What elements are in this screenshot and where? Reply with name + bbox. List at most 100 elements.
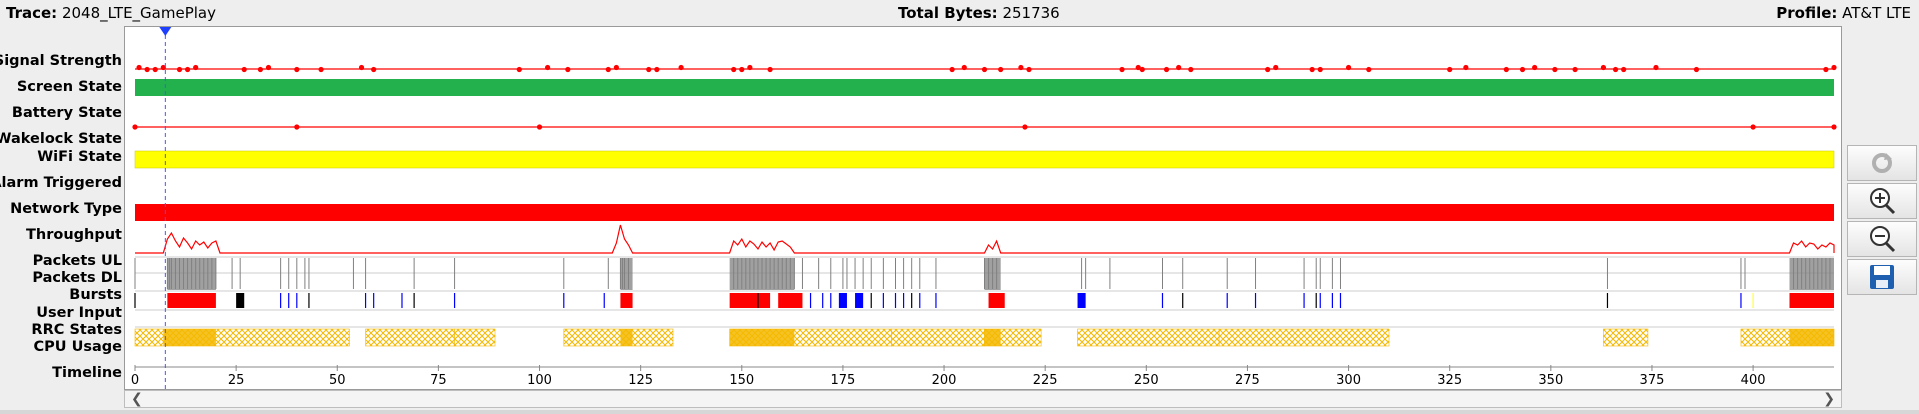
burst-red <box>1789 293 1834 308</box>
row-label-wifi-state: WiFi State <box>37 149 122 165</box>
signal-point <box>1447 66 1453 73</box>
chevron-left-icon[interactable]: ❮ <box>131 391 143 407</box>
total-bytes-label: Total Bytes: <box>898 4 998 22</box>
signal-point <box>1135 64 1141 71</box>
rrc-state-block <box>1077 328 1220 347</box>
header-bar: Trace: 2048_LTE_GamePlay Total Bytes: 25… <box>0 0 1919 26</box>
signal-point <box>646 66 652 73</box>
rrc-state-block <box>1218 328 1390 347</box>
timeline-tick-label: 250 <box>1134 373 1159 388</box>
signal-point <box>1831 64 1837 71</box>
timeline-tick-label: 150 <box>729 373 754 388</box>
trace-chart[interactable]: 0 25 50 75 100 125 150 175 200 225 250 275 300 325 350… <box>124 26 1842 390</box>
trace-info: Trace: 2048_LTE_GamePlay <box>6 4 216 22</box>
battery-point <box>1831 124 1837 130</box>
zoom-out-button[interactable] <box>1847 221 1917 257</box>
signal-point <box>1653 64 1659 71</box>
trace-chart-canvas[interactable]: 0 25 50 75 100 125 150 175 200 225 250 275 300 325 350… <box>125 27 1841 389</box>
rrc-state-block <box>891 328 985 347</box>
timeline-tick-label: 50 <box>329 373 346 388</box>
packet-cluster <box>1789 258 1834 290</box>
refresh-icon <box>1872 153 1892 173</box>
signal-point <box>545 64 551 71</box>
signal-point <box>1309 66 1315 73</box>
rrc-active-block <box>163 329 216 346</box>
row-label-bursts: Bursts <box>69 287 122 303</box>
rrc-active-block <box>620 329 633 346</box>
signal-point <box>1176 64 1182 71</box>
time-cursor-handle[interactable] <box>159 27 172 36</box>
packet-cluster <box>620 258 633 290</box>
battery-point <box>294 124 300 130</box>
burst-red <box>988 293 1005 308</box>
signal-point <box>516 66 522 73</box>
row-label-user-input: User Input <box>36 305 122 321</box>
timeline-tick-label: 325 <box>1437 373 1462 388</box>
signal-point <box>998 66 1004 73</box>
zoom-toolbar <box>1842 26 1919 414</box>
signal-point <box>981 66 988 73</box>
packet-cluster <box>167 258 216 290</box>
burst-red <box>729 293 771 308</box>
signal-point <box>318 66 324 73</box>
row-label-wakelock-state: Wakelock State <box>0 131 122 147</box>
timeline-tick-label: 125 <box>628 373 653 388</box>
signal-point <box>1163 66 1170 73</box>
signal-point <box>1612 66 1619 73</box>
signal-point <box>1503 66 1509 73</box>
signal-point <box>731 66 737 73</box>
signal-point <box>605 66 611 73</box>
zoom-in-button[interactable] <box>1847 183 1917 219</box>
rrc-active-block <box>1789 329 1834 346</box>
signal-point <box>1366 66 1372 73</box>
row-label-rrc-states: RRC States <box>31 322 122 338</box>
signal-point <box>1139 66 1145 73</box>
signal-point <box>1519 66 1526 73</box>
signal-point <box>1621 66 1627 73</box>
signal-point <box>144 66 150 73</box>
rrc-state-block <box>1603 328 1649 347</box>
timeline-tick-label: 200 <box>932 373 957 388</box>
save-button[interactable] <box>1847 259 1917 295</box>
burst-blue <box>1077 293 1086 308</box>
row-labels: Signal Strength Screen State Battery Sta… <box>0 26 128 386</box>
throughput-line <box>135 224 1835 254</box>
refresh-button[interactable] <box>1847 145 1917 181</box>
signal-point <box>358 64 365 71</box>
timeline-tick-label: 100 <box>527 373 552 388</box>
trace-value: 2048_LTE_GamePlay <box>61 4 216 22</box>
profile-value: AT&T LTE <box>1842 4 1911 22</box>
rrc-state-block <box>563 328 674 347</box>
signal-point <box>739 66 745 73</box>
row-label-timeline: Timeline <box>52 365 122 381</box>
rrc-active-block <box>984 329 1001 346</box>
signal-point <box>1600 64 1607 71</box>
signal-point <box>1345 64 1352 71</box>
burst-black <box>236 293 245 308</box>
signal-point <box>1018 64 1024 71</box>
timeline-tick-label: 275 <box>1235 373 1260 388</box>
signal-point <box>1693 66 1700 73</box>
horizontal-scrollbar[interactable]: ❮ ❯ <box>124 390 1842 408</box>
network-type-band <box>135 204 1834 221</box>
total-bytes-info: Total Bytes: 251736 <box>898 4 1060 22</box>
signal-point <box>1823 66 1829 73</box>
signal-point <box>371 66 377 73</box>
battery-point <box>1750 124 1756 130</box>
screen-state-band <box>135 79 1834 96</box>
timeline-tick-label: 375 <box>1640 373 1665 388</box>
zoom-out-icon <box>1870 226 1896 253</box>
timeline-tick-label: 350 <box>1538 373 1563 388</box>
chevron-right-icon[interactable]: ❯ <box>1823 391 1835 407</box>
trace-label: Trace: <box>6 4 58 22</box>
signal-point <box>241 66 247 73</box>
burst-red <box>778 293 803 308</box>
signal-point <box>184 66 191 73</box>
row-label-packets-dl: Packets DL <box>32 270 122 286</box>
burst-red <box>620 293 633 308</box>
signal-point <box>565 66 571 73</box>
signal-point <box>1552 66 1558 73</box>
signal-point <box>1188 66 1194 73</box>
window-bottom-edge <box>0 410 1919 414</box>
timeline-tick-label: 25 <box>228 373 245 388</box>
